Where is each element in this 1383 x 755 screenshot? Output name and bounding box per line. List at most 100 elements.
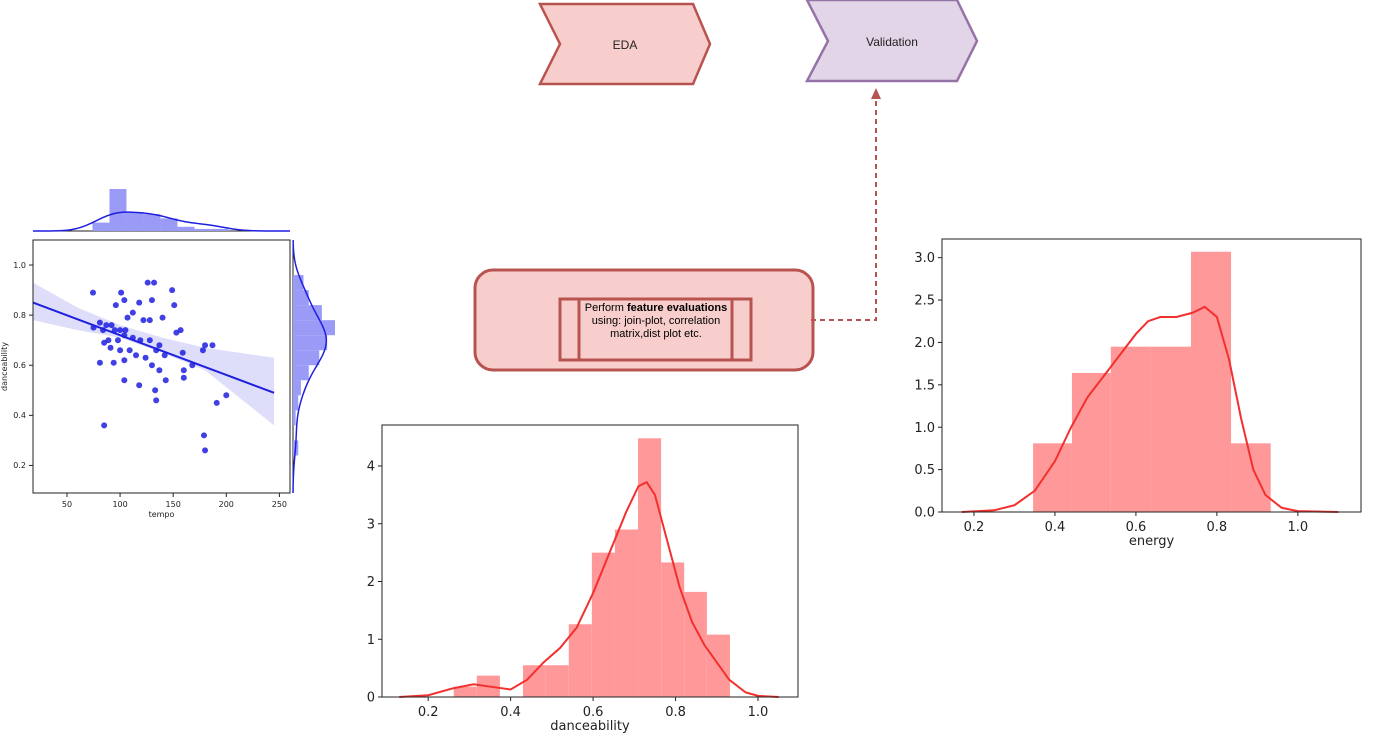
scatter-point	[148, 362, 155, 369]
scatter-point	[114, 337, 121, 344]
x-tick-label: 0.8	[665, 705, 686, 720]
scatter-point	[173, 329, 180, 336]
marginal-bar	[194, 228, 212, 231]
scatter-point	[162, 377, 169, 384]
scatter-point	[136, 299, 143, 306]
marginal-bar	[293, 335, 328, 351]
marginal-kde	[32, 211, 291, 232]
text-part: using: join-plot, correlation matrix,dis…	[591, 315, 721, 340]
confidence-band	[33, 282, 275, 426]
x-tick-label: 250	[272, 500, 287, 509]
validation-node	[804, 0, 979, 83]
x-tick-label: 100	[112, 500, 127, 509]
y-tick-label: 0	[367, 691, 375, 706]
marginal-bar	[293, 410, 296, 426]
scatter-point	[153, 397, 160, 404]
axes-frame	[32, 239, 291, 494]
marginal-bar	[293, 380, 301, 396]
x-tick-label: 0.4	[1045, 520, 1066, 535]
y-tick-label: 1.5	[914, 378, 935, 393]
eda-node	[537, 2, 712, 86]
x-tick-label: 1.0	[748, 705, 769, 720]
marginal-kde	[292, 239, 328, 494]
scatter-point	[148, 297, 155, 304]
scatter-point	[179, 349, 186, 356]
x-tick-label: 0.8	[1207, 520, 1228, 535]
scatter-point	[126, 347, 133, 354]
y-tick-label: 0.6	[13, 361, 26, 370]
scatter-point	[213, 399, 220, 406]
hist-bar	[1190, 251, 1232, 512]
scatter-point	[129, 309, 136, 316]
scatter-point	[108, 322, 115, 329]
y-tick-label: 1	[367, 633, 375, 648]
scatter-point	[96, 319, 103, 326]
process-box	[558, 297, 753, 362]
process-text: Perform feature evaluations using: join-…	[581, 302, 731, 341]
scatter-point	[200, 432, 207, 439]
scatter-point	[121, 297, 128, 304]
scatter-point	[90, 289, 97, 296]
marginal-bar	[126, 212, 144, 231]
node-label: EDA	[613, 38, 638, 52]
marginal-bar	[293, 365, 309, 381]
scatter-point	[171, 302, 178, 309]
y-axis-label: danceability	[0, 342, 9, 391]
node-label: Validation	[866, 35, 918, 49]
scatter-point	[101, 339, 108, 346]
hist-bar	[1231, 443, 1271, 512]
marginal-bar	[293, 275, 304, 291]
hist-bar	[638, 438, 662, 697]
scatter-point	[107, 344, 114, 351]
scatter-point	[140, 317, 147, 324]
scatter-point	[117, 327, 124, 334]
scatter-point	[202, 447, 209, 454]
scatter-point	[101, 422, 108, 429]
hist-bar	[545, 665, 569, 697]
x-tick-label: 0.6	[1126, 520, 1147, 535]
hist-bar	[1150, 346, 1191, 512]
scatter-point	[121, 357, 128, 364]
hist-bar	[614, 529, 639, 697]
scatter-point	[180, 374, 187, 381]
scatter-point	[169, 287, 176, 294]
y-tick-label: 2.0	[914, 336, 935, 351]
scatter-point	[118, 289, 125, 296]
fit-line	[32, 301, 275, 394]
x-tick-label: 0.2	[418, 705, 439, 720]
scatter-point	[146, 337, 153, 344]
marginal-bar	[109, 189, 127, 231]
x-tick-label: 50	[62, 500, 72, 509]
scatter-point	[151, 279, 158, 286]
y-tick-label: 0.2	[13, 461, 26, 470]
scatter-point	[146, 317, 153, 324]
hist-bar	[661, 562, 685, 697]
scatter-point	[117, 347, 124, 354]
y-tick-label: 0.0	[914, 506, 935, 521]
marginal-bar	[293, 395, 299, 411]
marginal-bar	[293, 350, 320, 366]
x-tick-label: 0.6	[583, 705, 604, 720]
marginal-bar	[92, 222, 110, 231]
marginal-bar	[177, 226, 195, 231]
kde-curve	[961, 305, 1339, 513]
scatter-point	[199, 347, 206, 354]
scatter-point	[156, 367, 163, 374]
axes-frame	[381, 424, 799, 698]
x-tick-label: 0.4	[500, 705, 521, 720]
axes-frame	[941, 238, 1362, 513]
y-tick-label: 0.8	[13, 311, 26, 320]
y-tick-label: 4	[367, 460, 375, 475]
marginal-bar	[293, 290, 309, 306]
scatter-point	[133, 352, 140, 359]
scatter-point	[161, 352, 168, 359]
text-part: Perform	[584, 302, 627, 314]
scatter-point	[122, 327, 129, 334]
x-tick-label: 1.0	[1288, 520, 1309, 535]
x-axis-label: energy	[1129, 534, 1175, 549]
hist-bar	[523, 665, 546, 697]
scatter-point	[136, 382, 143, 389]
y-tick-label: 2	[367, 575, 375, 590]
